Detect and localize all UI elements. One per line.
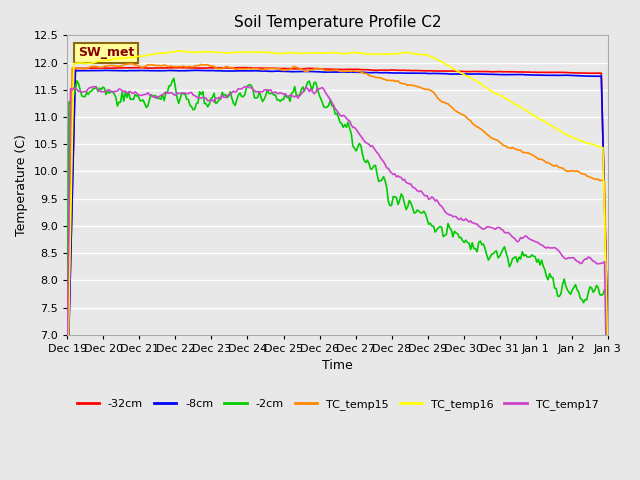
- -8cm: [227, 68, 234, 74]
- TC_temp15: [513, 147, 521, 153]
- -2cm: [227, 89, 234, 95]
- -2cm: [513, 259, 521, 265]
- Line: -8cm: -8cm: [67, 71, 608, 393]
- -8cm: [70, 132, 77, 138]
- TC_temp15: [70, 65, 77, 71]
- TC_temp15: [507, 145, 515, 151]
- -2cm: [369, 166, 376, 171]
- TC_temp16: [227, 50, 234, 56]
- Title: Soil Temperature Profile C2: Soil Temperature Profile C2: [234, 15, 442, 30]
- -2cm: [170, 75, 178, 81]
- -8cm: [604, 329, 612, 335]
- Line: TC_temp15: TC_temp15: [67, 63, 608, 392]
- Line: -2cm: -2cm: [67, 78, 608, 431]
- -32cm: [507, 69, 515, 75]
- TC_temp17: [604, 440, 612, 446]
- -8cm: [63, 390, 71, 396]
- -8cm: [191, 68, 198, 73]
- TC_temp16: [369, 51, 376, 57]
- TC_temp16: [604, 359, 612, 364]
- -8cm: [513, 72, 521, 77]
- X-axis label: Time: Time: [322, 360, 353, 372]
- -2cm: [184, 96, 192, 102]
- -32cm: [227, 65, 234, 71]
- -2cm: [63, 301, 71, 307]
- TC_temp16: [184, 48, 192, 54]
- -32cm: [513, 69, 521, 75]
- -32cm: [70, 130, 77, 136]
- -32cm: [369, 67, 376, 73]
- TC_temp17: [63, 337, 71, 343]
- TC_temp16: [70, 60, 77, 66]
- Text: SW_met: SW_met: [78, 46, 134, 60]
- -8cm: [507, 72, 515, 77]
- TC_temp17: [513, 239, 521, 245]
- TC_temp17: [70, 85, 77, 91]
- TC_temp17: [184, 91, 192, 96]
- TC_temp17: [227, 92, 234, 97]
- -8cm: [369, 70, 376, 75]
- TC_temp15: [227, 65, 234, 71]
- TC_temp16: [513, 102, 521, 108]
- TC_temp17: [507, 232, 515, 238]
- Line: TC_temp17: TC_temp17: [67, 86, 608, 443]
- Line: -32cm: -32cm: [67, 68, 608, 392]
- TC_temp16: [173, 48, 181, 54]
- -32cm: [128, 65, 136, 71]
- -2cm: [507, 261, 515, 267]
- TC_temp16: [507, 99, 515, 105]
- -32cm: [63, 389, 71, 395]
- Y-axis label: Temperature (C): Temperature (C): [15, 134, 28, 236]
- TC_temp17: [369, 143, 376, 149]
- -32cm: [604, 327, 612, 333]
- TC_temp15: [369, 73, 376, 79]
- -8cm: [183, 68, 191, 73]
- Legend: -32cm, -8cm, -2cm, TC_temp15, TC_temp16, TC_temp17: -32cm, -8cm, -2cm, TC_temp15, TC_temp16,…: [72, 394, 603, 414]
- TC_temp15: [128, 60, 136, 66]
- TC_temp16: [63, 387, 71, 393]
- TC_temp15: [184, 64, 192, 70]
- TC_temp15: [604, 358, 612, 363]
- TC_temp15: [63, 389, 71, 395]
- Line: TC_temp16: TC_temp16: [67, 51, 608, 390]
- -2cm: [604, 428, 612, 434]
- -32cm: [184, 65, 192, 71]
- TC_temp17: [91, 84, 99, 89]
- -2cm: [70, 92, 77, 97]
